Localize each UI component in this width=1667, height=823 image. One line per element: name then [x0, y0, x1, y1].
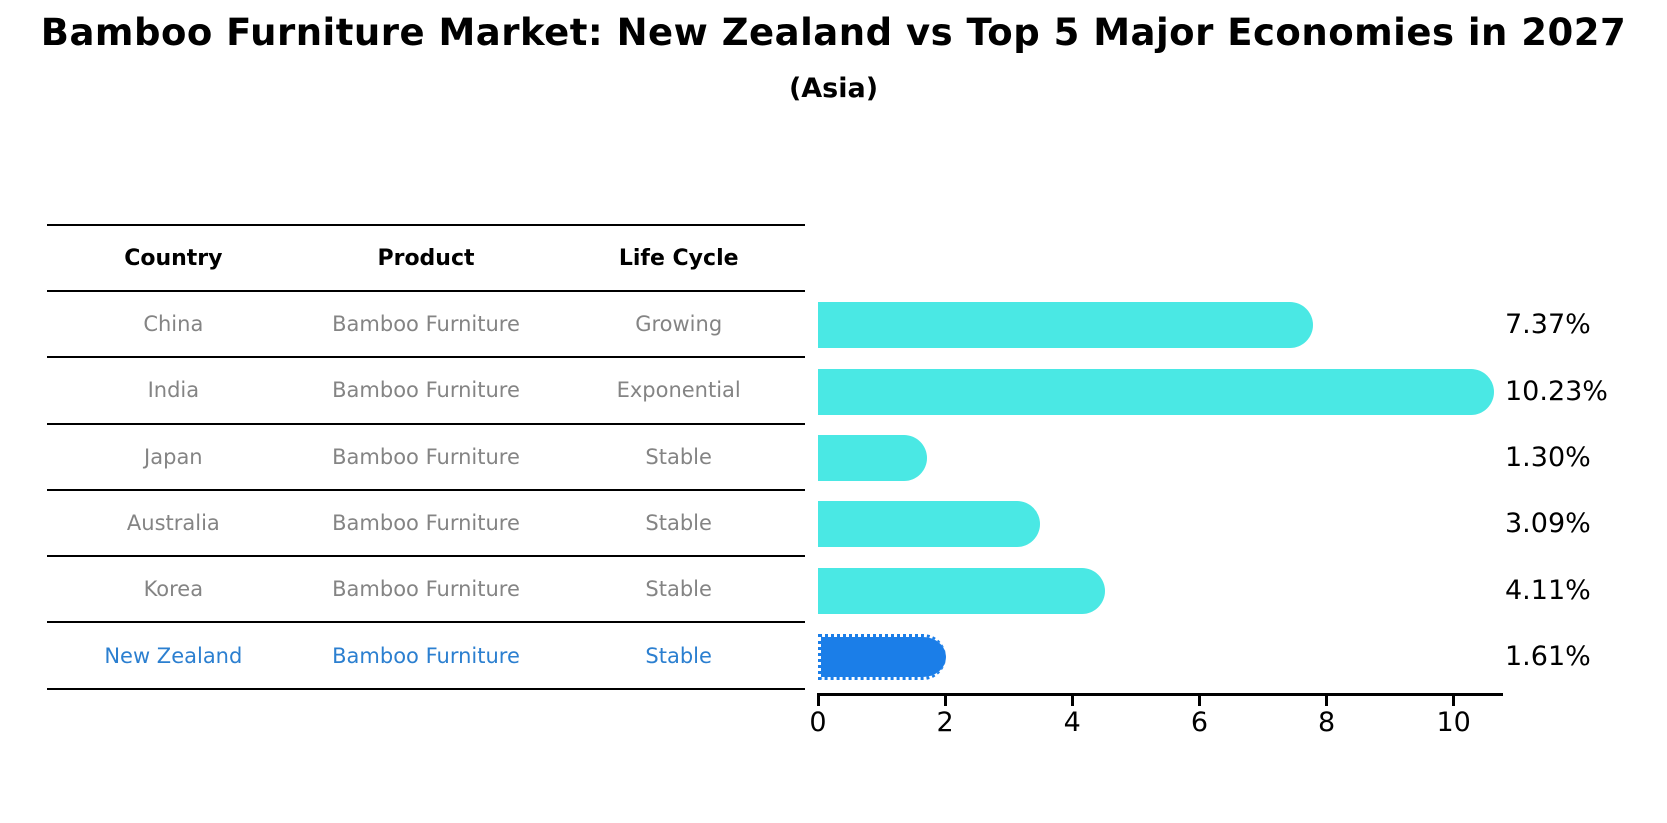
- bar-value-label-new-zealand: 1.61%: [1505, 640, 1591, 672]
- x-axis-tick-label-10: 10: [1436, 707, 1471, 738]
- x-axis-tick-10: [1452, 696, 1456, 706]
- cell-product: Bamboo Furniture: [332, 643, 520, 668]
- cell-product: Bamboo Furniture: [332, 444, 520, 469]
- table-row-japan: Japan Bamboo Furniture Stable: [47, 425, 805, 491]
- column-header-product: Product: [377, 245, 475, 271]
- table-row-china: China Bamboo Furniture Growing: [47, 292, 805, 359]
- table-row-korea: Korea Bamboo Furniture Stable: [47, 557, 805, 624]
- bar-row-japan: [818, 425, 1502, 491]
- cell-life-cycle: Stable: [645, 643, 712, 668]
- bar-row-korea: [818, 557, 1502, 623]
- table-row-india: India Bamboo Furniture Exponential: [47, 358, 805, 425]
- bar-row-india: [818, 359, 1502, 425]
- table-row-australia: Australia Bamboo Furniture Stable: [47, 491, 805, 558]
- x-axis-tick-label-2: 2: [936, 707, 954, 738]
- cell-country: India: [147, 378, 200, 403]
- x-axis-tick-label-6: 6: [1190, 707, 1208, 738]
- cell-product: Bamboo Furniture: [332, 312, 520, 337]
- cell-country: Korea: [143, 577, 204, 602]
- cell-country: Japan: [144, 444, 203, 469]
- bar-india: [818, 368, 1495, 415]
- bar-japan: [818, 435, 927, 482]
- cell-product: Bamboo Furniture: [332, 577, 520, 602]
- bar-value-label-australia: 3.09%: [1505, 508, 1591, 540]
- table-header-row: Country Product Life Cycle: [47, 226, 805, 292]
- cell-country: New Zealand: [104, 643, 243, 668]
- cell-life-cycle: Stable: [645, 577, 712, 602]
- x-axis-tick-0: [816, 696, 820, 706]
- bar-row-australia: [818, 491, 1502, 557]
- bar-value-label-india: 10.23%: [1505, 375, 1608, 407]
- x-axis-tick-label-8: 8: [1317, 707, 1336, 738]
- column-header-country: Country: [124, 245, 223, 271]
- cell-life-cycle: Stable: [645, 444, 712, 469]
- table-row-new-zealand: New Zealand Bamboo Furniture Stable: [47, 623, 805, 690]
- bar-row-new-zealand: [818, 624, 1502, 690]
- bar-china: [818, 302, 1313, 349]
- x-axis-line: [817, 693, 1503, 696]
- bar-new-zealand: [818, 633, 947, 680]
- cell-country: Australia: [126, 511, 220, 536]
- bar-korea: [818, 567, 1106, 614]
- bar-value-label-japan: 1.30%: [1505, 442, 1591, 474]
- cell-life-cycle: Exponential: [616, 378, 741, 403]
- x-axis-tick-label-0: 0: [809, 707, 827, 738]
- x-axis-tick-2: [943, 696, 947, 706]
- bar-row-china: [818, 292, 1502, 358]
- bar-value-label-korea: 4.11%: [1505, 574, 1591, 606]
- cell-product: Bamboo Furniture: [332, 511, 520, 536]
- x-axis-tick-4: [1070, 696, 1074, 706]
- x-axis-tick-label-4: 4: [1063, 707, 1081, 738]
- bar-australia: [818, 501, 1041, 548]
- x-axis-tick-6: [1197, 696, 1201, 706]
- column-header-lifecycle: Life Cycle: [618, 245, 739, 271]
- page-title: Bamboo Furniture Market: New Zealand vs …: [40, 11, 1627, 54]
- bar-chart: [818, 292, 1502, 690]
- cell-life-cycle: Stable: [645, 511, 712, 536]
- cell-country: China: [143, 312, 204, 337]
- bar-value-label-china: 7.37%: [1505, 309, 1591, 341]
- cell-life-cycle: Growing: [635, 312, 723, 337]
- cell-product: Bamboo Furniture: [332, 378, 520, 403]
- country-table: Country Product Life Cycle China Bamboo F…: [47, 224, 805, 690]
- page-subtitle: (Asia): [788, 73, 879, 104]
- x-axis-tick-8: [1325, 696, 1329, 706]
